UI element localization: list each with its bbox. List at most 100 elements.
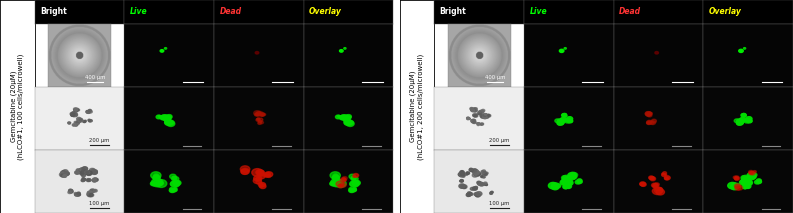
Circle shape xyxy=(263,114,266,115)
Circle shape xyxy=(91,170,97,174)
Text: Live: Live xyxy=(130,7,147,16)
Circle shape xyxy=(559,121,563,124)
Circle shape xyxy=(77,193,80,196)
Circle shape xyxy=(93,190,95,191)
Circle shape xyxy=(257,111,262,116)
Circle shape xyxy=(736,120,743,125)
Circle shape xyxy=(86,178,90,182)
Circle shape xyxy=(75,124,78,125)
Circle shape xyxy=(666,178,668,180)
Circle shape xyxy=(562,114,567,117)
Circle shape xyxy=(90,168,95,173)
Circle shape xyxy=(748,174,755,180)
Circle shape xyxy=(473,169,477,171)
Circle shape xyxy=(339,50,343,52)
Circle shape xyxy=(739,49,743,52)
Circle shape xyxy=(81,173,84,175)
Circle shape xyxy=(349,174,355,179)
Circle shape xyxy=(60,172,65,175)
Text: Overlay: Overlay xyxy=(709,7,741,16)
Circle shape xyxy=(475,192,478,194)
Circle shape xyxy=(83,171,86,173)
Circle shape xyxy=(61,171,64,174)
Circle shape xyxy=(471,109,473,111)
Circle shape xyxy=(260,121,263,124)
Circle shape xyxy=(562,178,573,186)
Circle shape xyxy=(568,173,577,178)
Circle shape xyxy=(467,194,470,196)
Circle shape xyxy=(557,120,564,125)
Circle shape xyxy=(91,189,95,192)
Circle shape xyxy=(158,181,163,185)
Circle shape xyxy=(78,170,83,174)
Circle shape xyxy=(743,115,746,117)
Circle shape xyxy=(475,170,478,173)
Circle shape xyxy=(339,116,341,118)
Circle shape xyxy=(477,173,481,176)
Circle shape xyxy=(86,171,89,174)
Circle shape xyxy=(256,177,261,181)
Circle shape xyxy=(572,175,577,179)
Circle shape xyxy=(77,109,79,111)
Circle shape xyxy=(255,112,262,116)
Circle shape xyxy=(85,171,88,173)
Circle shape xyxy=(258,113,261,115)
Circle shape xyxy=(71,114,75,116)
Circle shape xyxy=(83,121,86,122)
Circle shape xyxy=(565,180,573,186)
Circle shape xyxy=(92,190,94,191)
Circle shape xyxy=(742,114,746,116)
Circle shape xyxy=(80,173,84,175)
Circle shape xyxy=(558,120,565,124)
Circle shape xyxy=(172,176,176,179)
Circle shape xyxy=(474,188,477,190)
Circle shape xyxy=(160,115,167,120)
Circle shape xyxy=(89,121,91,122)
Circle shape xyxy=(169,188,175,193)
Circle shape xyxy=(466,172,469,174)
Circle shape xyxy=(739,122,743,124)
Circle shape xyxy=(473,108,477,111)
Circle shape xyxy=(473,115,476,117)
Circle shape xyxy=(475,108,477,109)
Circle shape xyxy=(734,177,738,180)
Circle shape xyxy=(654,183,659,186)
Circle shape xyxy=(651,119,657,123)
Circle shape xyxy=(161,115,167,119)
Circle shape xyxy=(460,173,465,176)
Circle shape xyxy=(665,177,668,180)
Circle shape xyxy=(71,114,75,116)
Circle shape xyxy=(82,175,84,177)
Circle shape xyxy=(151,178,163,187)
Circle shape xyxy=(564,114,566,116)
Circle shape xyxy=(491,191,493,193)
Circle shape xyxy=(462,175,465,177)
Circle shape xyxy=(563,185,568,189)
Circle shape xyxy=(652,183,657,187)
Circle shape xyxy=(566,119,571,122)
Circle shape xyxy=(478,183,481,185)
Circle shape xyxy=(649,121,654,124)
Circle shape xyxy=(81,171,84,174)
Circle shape xyxy=(82,174,85,176)
Circle shape xyxy=(89,110,91,112)
Circle shape xyxy=(477,181,481,184)
Circle shape xyxy=(353,180,360,186)
Circle shape xyxy=(577,179,582,182)
Circle shape xyxy=(82,168,85,171)
Circle shape xyxy=(69,123,71,124)
Circle shape xyxy=(469,118,470,119)
Circle shape xyxy=(72,114,75,116)
Circle shape xyxy=(565,118,571,123)
Circle shape xyxy=(735,186,741,190)
Circle shape xyxy=(473,188,477,190)
Circle shape xyxy=(663,172,667,174)
Circle shape xyxy=(350,190,353,192)
Circle shape xyxy=(254,111,261,116)
Circle shape xyxy=(484,114,487,117)
Circle shape xyxy=(349,188,352,190)
Circle shape xyxy=(151,182,155,185)
Circle shape xyxy=(151,182,156,186)
Circle shape xyxy=(71,190,73,191)
Circle shape xyxy=(478,113,481,115)
